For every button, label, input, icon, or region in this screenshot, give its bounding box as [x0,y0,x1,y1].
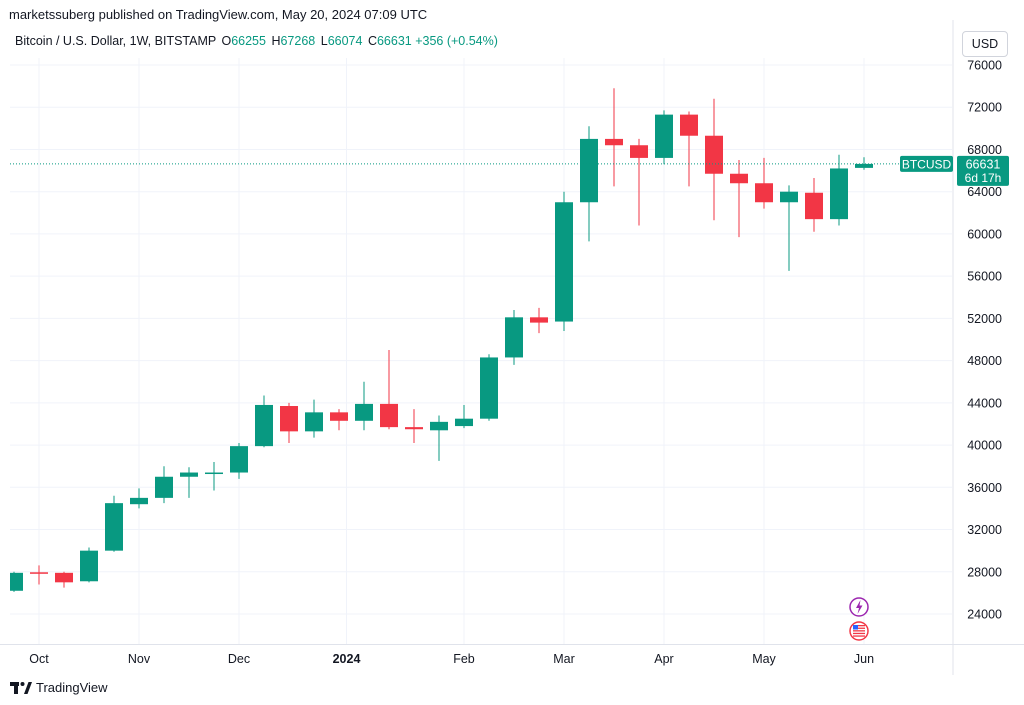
y-tick-label: 44000 [967,396,1002,410]
candle-body [530,317,548,323]
y-tick-label: 60000 [967,227,1002,241]
price-tag-countdown: 6d 17h [965,171,1002,185]
currency-button[interactable]: USD [962,31,1008,57]
candle-body [330,412,348,421]
price-tag [957,155,1009,186]
x-tick-label: Apr [654,652,673,666]
y-tick-label: 68000 [967,143,1002,157]
candle-body [430,421,448,431]
tradingview-footer-logo[interactable]: TradingView [10,680,108,695]
tradingview-logo-text: TradingView [36,680,108,695]
candle-body [130,497,148,505]
candle-body [80,550,98,582]
candle-body [180,472,198,477]
change-value: +356 (+0.54%) [415,34,498,48]
candle-body [780,191,798,203]
candle-body [630,145,648,158]
high-value: 67268 [280,34,316,48]
candle-body [230,446,248,473]
candle-body [605,138,623,146]
flag-stripe [853,625,865,627]
x-tick-label: Mar [553,652,575,666]
candle-body [555,202,573,322]
candle-body [205,472,223,475]
y-tick-label: 72000 [967,101,1002,115]
candle-body [705,135,723,174]
candle-body [280,406,298,432]
x-tick-label: Dec [228,652,250,666]
candle-body [580,138,598,203]
candle-body [155,476,173,498]
tradingview-logo-icon [10,681,32,694]
candle-body [855,163,873,168]
low-label: L [320,34,328,48]
candle-body [305,412,323,432]
y-tick-label: 24000 [967,608,1002,622]
symbol-legend: Bitcoin / U.S. Dollar, 1W, BITSTAMP O662… [15,34,498,48]
ticker-tag [900,155,953,172]
candle-body [255,404,273,447]
close-label: C [367,34,377,48]
flag-stripe [853,635,865,637]
candle-body [55,572,73,583]
x-tick-label: Nov [128,652,151,666]
close-value: 66631 [376,34,412,48]
y-tick-label: 48000 [967,354,1002,368]
open-label: O [221,34,232,48]
y-tick-label: 36000 [967,481,1002,495]
candle-body [680,114,698,136]
x-tick-label: 2024 [333,652,361,666]
published-by-line: marketssuberg published on TradingView.c… [9,7,428,22]
candle-body [730,173,748,184]
candle-body [655,114,673,158]
symbol-title: Bitcoin / U.S. Dollar, 1W, BITSTAMP [15,34,216,48]
candle-body [505,317,523,358]
x-tick-label: Oct [29,652,49,666]
candle-body [755,183,773,203]
open-value: 66255 [231,34,266,48]
y-tick-label: 52000 [967,312,1002,326]
y-tick-label: 32000 [967,523,1002,537]
y-tick-label: 76000 [967,59,1002,73]
x-tick-label: Jun [854,652,874,666]
flag-stripe [853,627,865,629]
candle-body [405,427,423,430]
candle-body [355,403,373,421]
candle-body [480,357,498,419]
candle-body [455,418,473,427]
candle-body [830,168,848,220]
x-tick-label: Feb [453,652,475,666]
candle-body [105,503,123,551]
candle-body [380,403,398,428]
x-tick-label: May [752,652,776,666]
y-tick-label: 56000 [967,270,1002,284]
high-label: H [271,34,281,48]
y-tick-label: 64000 [967,185,1002,199]
ticker-tag-label: BTCUSD [902,157,952,171]
y-tick-label: 28000 [967,565,1002,579]
price-tag-value: 66631 [966,157,1001,171]
flag-stripe [853,630,865,632]
flag-canton [853,625,858,630]
lightning-bolt-glyph [856,600,863,614]
y-tick-label: 40000 [967,439,1002,453]
low-value: 66074 [327,34,363,48]
candle-body [10,572,23,591]
candle-body [30,572,48,574]
candle-body [805,192,823,220]
flag-stripe [853,632,865,635]
